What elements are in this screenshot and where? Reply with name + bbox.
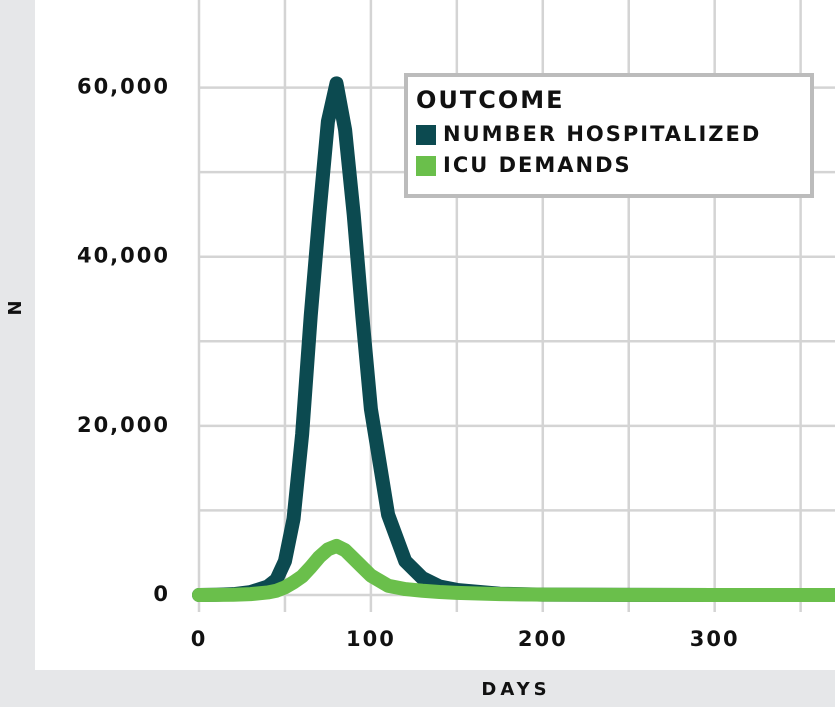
x-tick-label: 200 xyxy=(518,627,568,651)
x-tick-label: 100 xyxy=(346,627,396,651)
legend-swatch xyxy=(416,156,436,176)
labels: 0 20,000 40,000 60,000 0 100 200 300 xyxy=(77,75,740,651)
x-tick-label: 300 xyxy=(690,627,740,651)
legend: OUTCOME NUMBER HOSPITALIZED ICU DEMANDS xyxy=(404,73,814,198)
legend-box xyxy=(404,73,814,198)
y-tick-label: 0 xyxy=(153,582,170,606)
y-tick-label: 20,000 xyxy=(77,413,170,437)
x-tick-label: 0 xyxy=(191,627,208,651)
legend-swatch xyxy=(416,125,436,145)
lines xyxy=(192,76,835,602)
legend-title: OUTCOME xyxy=(416,86,565,114)
legend-label: NUMBER HOSPITALIZED xyxy=(443,122,761,146)
y-axis-title: N xyxy=(5,296,26,315)
x-axis-title: DAYS xyxy=(481,679,550,700)
y-tick-label: 40,000 xyxy=(77,244,170,268)
legend-label: ICU DEMANDS xyxy=(443,153,632,177)
line xyxy=(192,538,835,602)
y-tick-label: 60,000 xyxy=(77,75,170,99)
